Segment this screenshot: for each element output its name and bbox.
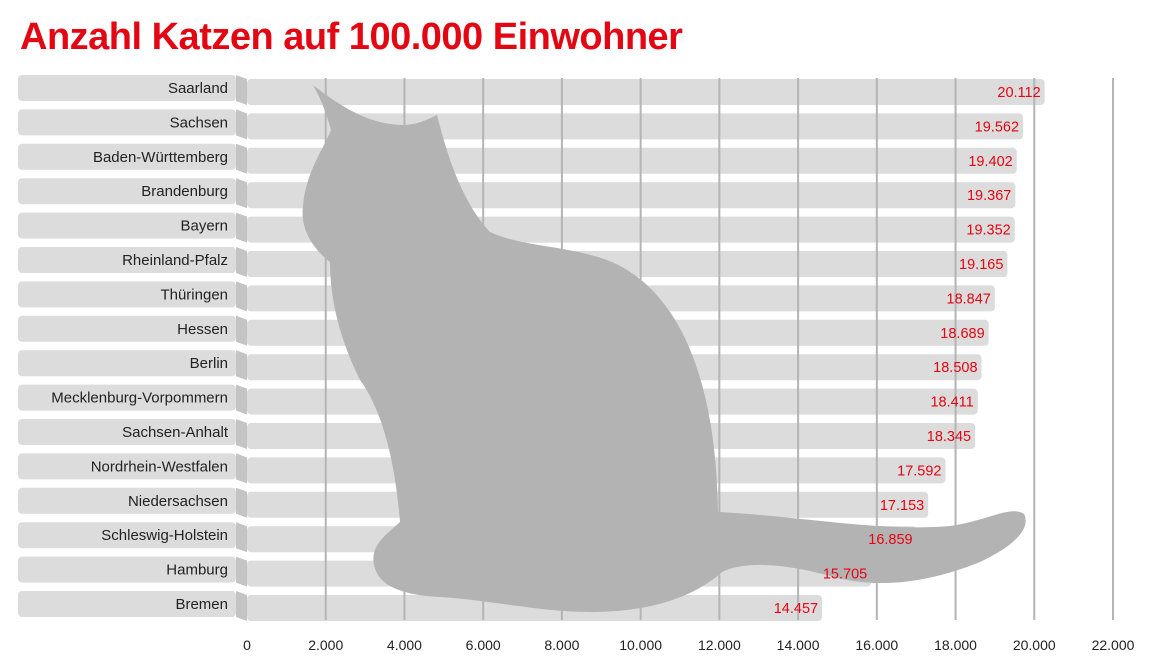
label-box [18, 556, 236, 583]
label-connector [236, 591, 247, 621]
value-label: 18.411 [930, 395, 973, 411]
label-box [18, 315, 236, 342]
value-label: 19.402 [968, 154, 1012, 170]
label-box [18, 178, 236, 205]
x-tick-label: 22.000 [1092, 637, 1135, 653]
label-connector [236, 384, 247, 415]
label-box [18, 453, 236, 480]
label-box [18, 522, 236, 549]
label-box [18, 143, 236, 170]
label-box [18, 109, 236, 136]
category-label: Thüringen [160, 286, 228, 303]
bar-row: Brandenburg [18, 178, 1016, 209]
x-tick-label: 10.000 [619, 637, 662, 653]
label-box [18, 247, 236, 273]
category-label: Niedersachsen [128, 493, 228, 510]
category-label: Hamburg [166, 562, 228, 579]
bar-row: Baden-Württemberg [18, 143, 1017, 174]
cat-silhouette-icon [302, 85, 1026, 612]
value-label: 17.592 [897, 463, 941, 479]
label-connector [236, 453, 247, 484]
value-label: 19.562 [975, 119, 1019, 135]
value-label: 19.165 [959, 257, 1003, 273]
bar [247, 79, 1045, 105]
label-connector [236, 212, 247, 243]
x-tick-label: 18.000 [934, 637, 977, 653]
value-label: 15.705 [823, 567, 867, 583]
label-connector [236, 419, 247, 449]
value-label: 18.847 [947, 291, 991, 307]
x-tick-label: 12.000 [698, 637, 741, 653]
x-tick-label: 20.000 [1013, 637, 1056, 653]
label-box [18, 487, 236, 514]
bar-row: Sachsen [18, 109, 1024, 140]
x-tick-label: 6.000 [466, 637, 501, 653]
category-label: Hessen [177, 321, 228, 338]
chart-title: Anzahl Katzen auf 100.000 Einwohner [20, 16, 683, 58]
x-tick-label: 14.000 [777, 637, 820, 653]
label-connector [236, 109, 247, 140]
label-connector [236, 556, 247, 587]
label-box [18, 591, 236, 617]
value-label: 16.859 [868, 532, 912, 548]
category-label: Saarland [168, 80, 228, 97]
x-tick-label: 0 [243, 637, 251, 653]
label-box [18, 384, 236, 411]
label-box [18, 419, 236, 445]
label-connector [236, 178, 247, 209]
category-label: Sachsen-Anhalt [122, 424, 229, 441]
label-connector [236, 143, 247, 174]
x-tick-label: 16.000 [855, 637, 898, 653]
category-label: Rheinland-Pfalz [122, 252, 228, 269]
label-box [18, 75, 236, 101]
category-label: Sachsen [170, 114, 228, 131]
label-connector [236, 247, 247, 277]
value-label: 18.689 [940, 326, 984, 342]
label-connector [236, 350, 247, 381]
label-box [18, 350, 236, 377]
value-label: 19.352 [966, 223, 1010, 239]
x-tick-label: 4.000 [387, 637, 422, 653]
label-connector [236, 315, 247, 346]
bar-row: Bayern [18, 212, 1015, 243]
category-label: Brandenburg [141, 183, 228, 200]
value-label: 18.345 [927, 429, 971, 445]
label-connector [236, 75, 247, 105]
category-label: Berlin [190, 355, 228, 372]
bar-row: Bremen [18, 591, 823, 621]
label-connector [236, 487, 247, 518]
value-label: 18.508 [933, 360, 977, 376]
label-connector [236, 522, 247, 553]
category-label: Baden-Württemberg [93, 149, 228, 166]
value-label: 20.112 [997, 85, 1040, 101]
category-label: Bayern [180, 218, 228, 235]
category-label: Nordrhein-Westfalen [91, 458, 228, 475]
x-tick-label: 8.000 [544, 637, 579, 653]
label-connector [236, 281, 247, 312]
value-label: 17.153 [880, 498, 924, 514]
bar-row: Saarland [18, 75, 1045, 105]
value-label: 19.367 [967, 188, 1011, 204]
category-label: Schleswig-Holstein [101, 527, 228, 544]
category-label: Bremen [175, 596, 228, 613]
label-box [18, 212, 236, 239]
label-box [18, 281, 236, 308]
category-label: Mecklenburg-Vorpommern [51, 390, 228, 407]
x-tick-label: 2.000 [308, 637, 343, 653]
value-label: 14.457 [774, 601, 818, 617]
